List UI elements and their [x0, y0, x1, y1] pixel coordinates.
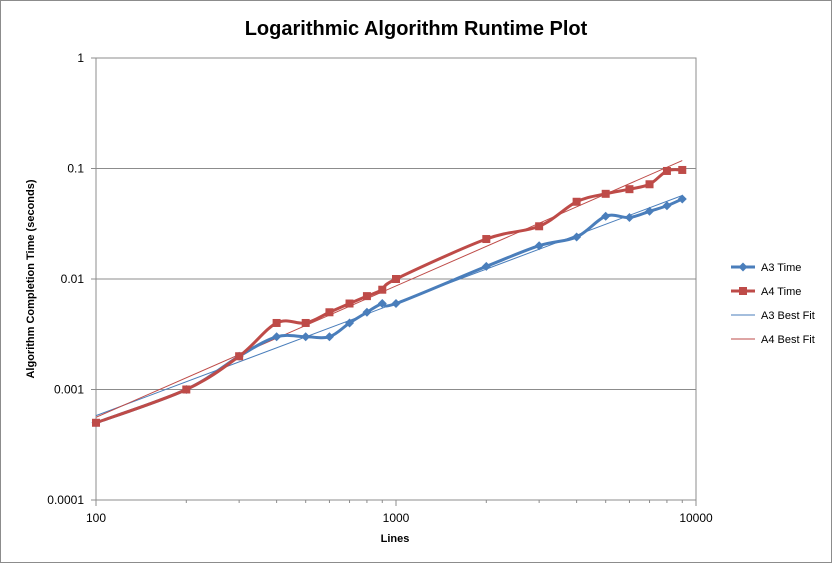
a4-time-point-5	[325, 308, 334, 317]
a3-time-point-9	[391, 299, 401, 309]
a4-time-point-10	[482, 235, 491, 244]
legend-label-a4-time: A4 Time	[761, 286, 801, 298]
x-tick-labels: 100 1000 10000	[86, 511, 713, 525]
a3-time-point-8	[377, 299, 387, 309]
legend: A3 Time A4 Time A3 Best Fit A4 Best Fit	[731, 262, 815, 346]
a4-best-fit-line	[95, 160, 683, 418]
chart-title: Logarithmic Algorithm Runtime Plot	[245, 18, 588, 40]
legend-marker-a3-time	[738, 262, 748, 272]
a3-time-point-7	[362, 307, 372, 317]
x-tick-label-0: 100	[86, 511, 106, 525]
a4-time-point-11	[535, 222, 544, 231]
legend-marker-a4-time	[739, 287, 747, 295]
legend-label-a3-time: A3 Time	[761, 262, 801, 274]
a4-time-point-0	[92, 418, 100, 427]
legend-label-a3-best-fit: A3 Best Fit	[761, 310, 815, 322]
a3-time-point-13	[601, 211, 611, 221]
x-tick-label-1: 1000	[383, 511, 410, 525]
a4-time-point-6	[345, 299, 354, 308]
a4-time-point-15	[645, 180, 654, 189]
a3-time-point-4	[301, 332, 311, 342]
a4-time-point-9	[392, 275, 400, 283]
legend-label-a4-best-fit: A4 Best Fit	[761, 334, 815, 346]
plot-area	[95, 57, 697, 501]
a3-time-point-10	[481, 261, 491, 271]
y-tick-label-3: 0.1	[67, 162, 84, 176]
a3-time-point-17	[677, 194, 687, 204]
a3-time-point-15	[645, 206, 655, 216]
a3-time-point-5	[324, 332, 334, 342]
y-tick-label-4: 1	[77, 51, 84, 65]
a4-time-point-14	[625, 185, 634, 194]
a3-time-point-11	[534, 241, 544, 251]
a3-time-point-12	[572, 232, 582, 242]
x-axis-title: Lines	[381, 533, 410, 545]
y-tick-label-2: 0.01	[61, 272, 85, 286]
a3-time-point-6	[345, 318, 355, 328]
a4-time-line	[95, 168, 683, 425]
a3-time-point-16	[662, 201, 672, 211]
y-tick-label-1: 0.001	[54, 383, 84, 397]
y-tick-labels: 0.0001 0.001 0.01 0.1 1	[47, 51, 84, 507]
a4-time-point-4	[301, 318, 310, 327]
a4-time-point-3	[272, 318, 281, 327]
series-layer	[91, 160, 687, 428]
a4-time-point-7	[362, 292, 371, 301]
a4-time-point-17	[678, 165, 687, 174]
grid-lines	[91, 57, 697, 506]
a3-time-point-14	[624, 213, 634, 223]
a4-time-point-1	[182, 385, 191, 394]
y-axis-title: Algorithm Completion Time (seconds)	[25, 179, 37, 378]
x-tick-label-2: 10000	[679, 511, 713, 525]
a3-time-point-3	[272, 332, 282, 342]
a4-time-point-2	[235, 352, 244, 361]
a4-time-point-13	[601, 189, 610, 198]
a4-time-point-12	[572, 197, 581, 206]
y-tick-label-0: 0.0001	[47, 493, 84, 507]
a4-time-point-16	[662, 166, 671, 175]
a4-time-point-8	[378, 285, 387, 294]
